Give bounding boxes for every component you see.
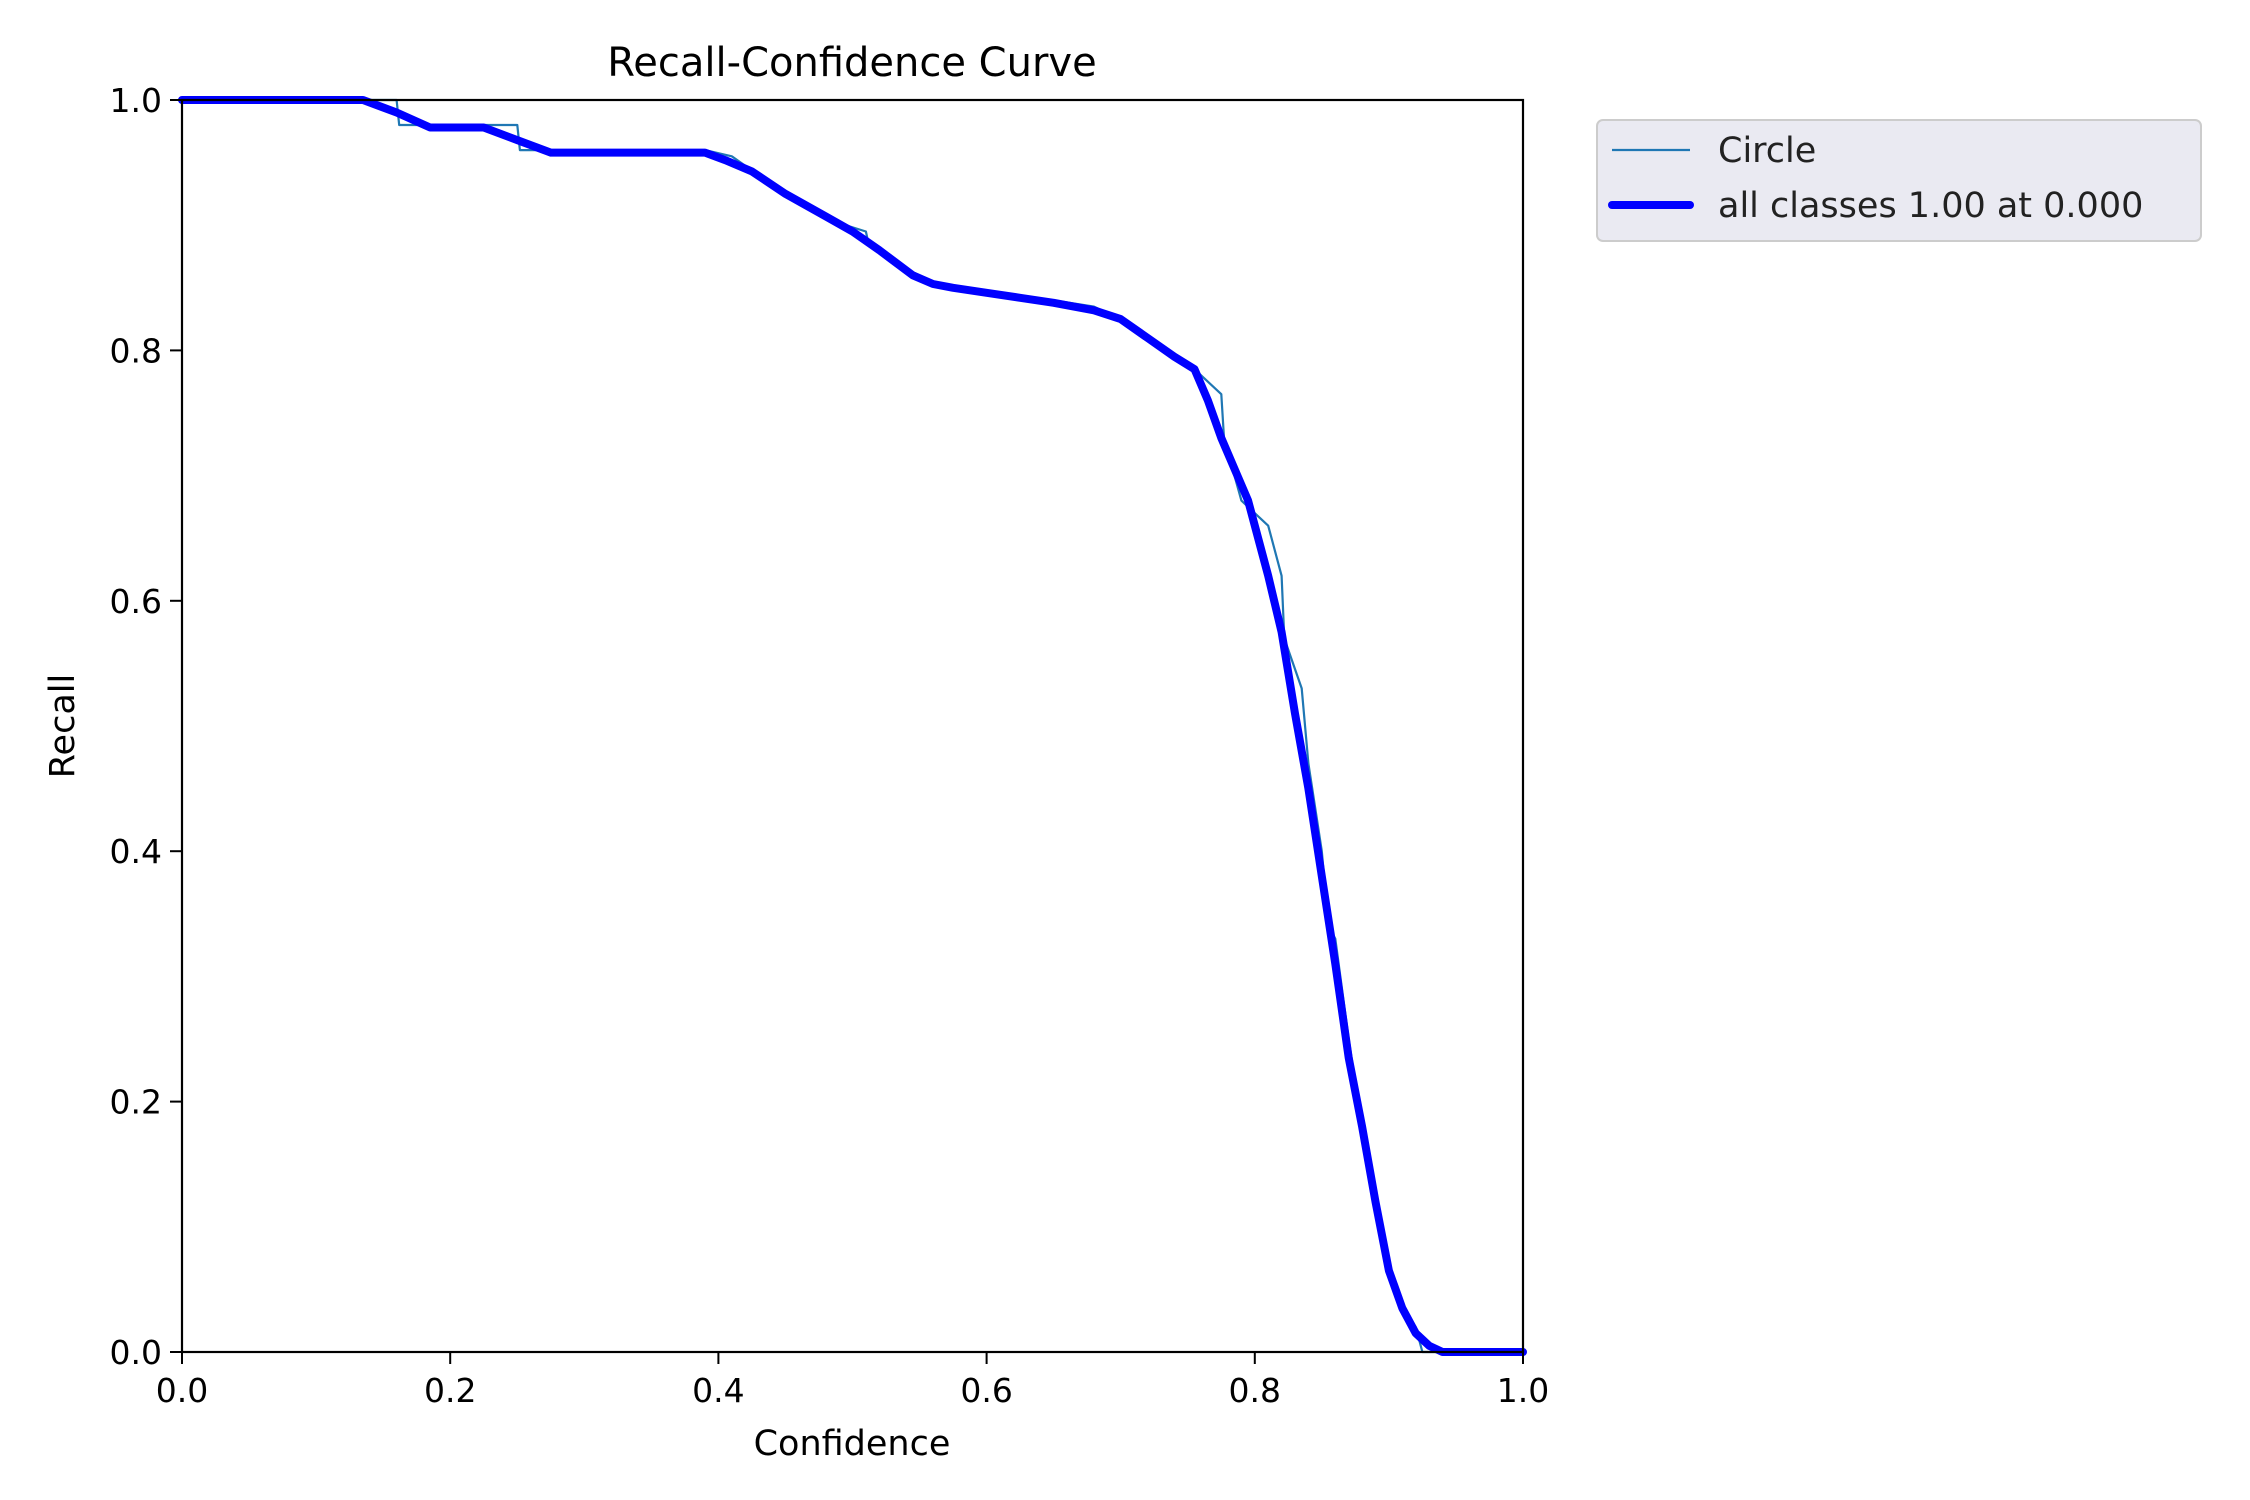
y-tick-label: 0.2 bbox=[110, 1083, 162, 1122]
series-layer bbox=[178, 96, 1527, 1356]
x-axis: 0.0 0.2 0.4 0.6 0.8 1.0 bbox=[156, 1352, 1549, 1410]
y-tick-label: 0.6 bbox=[110, 582, 162, 621]
legend-label-all-classes: all classes 1.00 at 0.000 bbox=[1718, 186, 2143, 226]
legend-label-circle: Circle bbox=[1718, 131, 1816, 171]
x-tick-label: 0.8 bbox=[1229, 1371, 1281, 1410]
y-tick-label: 0.8 bbox=[110, 331, 162, 370]
plot-frame bbox=[180, 98, 1525, 1354]
x-tick-label: 0.2 bbox=[424, 1371, 476, 1410]
x-tick-label: 0.4 bbox=[692, 1371, 744, 1410]
y-tick-label: 0.4 bbox=[110, 832, 162, 871]
x-tick-label: 1.0 bbox=[1497, 1371, 1549, 1410]
x-tick-label: 0.0 bbox=[156, 1371, 208, 1410]
series-line-all-classes bbox=[178, 96, 1527, 1356]
legend-box bbox=[1596, 119, 2202, 242]
y-axis: 0.0 0.2 0.4 0.6 0.8 1.0 bbox=[110, 81, 182, 1372]
x-tick-label: 0.6 bbox=[960, 1371, 1012, 1410]
x-axis-label: Confidence bbox=[754, 1424, 951, 1464]
chart-title: Recall-Confidence Curve bbox=[607, 40, 1096, 86]
y-axis-label: Recall bbox=[43, 674, 83, 778]
y-tick-label: 1.0 bbox=[110, 81, 162, 120]
legend: Circle all classes 1.00 at 0.000 bbox=[1596, 119, 2202, 242]
y-tick-label: 0.0 bbox=[110, 1333, 162, 1372]
